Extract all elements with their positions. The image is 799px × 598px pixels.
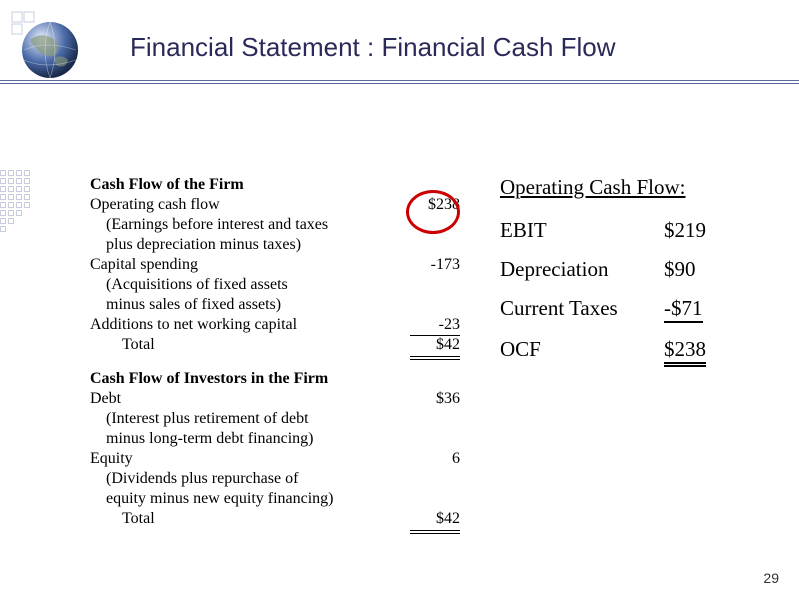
slide-title: Financial Statement : Financial Cash Flo… bbox=[130, 32, 616, 63]
current-taxes-value: -$71 bbox=[664, 296, 703, 323]
ocf-note-1: (Earnings before interest and taxes bbox=[90, 215, 390, 235]
ocf-value: $238 bbox=[400, 195, 460, 215]
ocf-note-2: plus depreciation minus taxes) bbox=[90, 235, 390, 255]
cash-flow-text-column: Cash Flow of the Firm Operating cash flo… bbox=[90, 175, 390, 529]
title-double-rule bbox=[0, 80, 799, 86]
ebit-value: $219 bbox=[664, 218, 706, 243]
nwc-value: -23 bbox=[410, 315, 460, 336]
section1-total-value: $42 bbox=[410, 335, 460, 355]
debt-label: Debt bbox=[90, 389, 390, 409]
capex-note-1: (Acquisitions of fixed assets bbox=[90, 275, 390, 295]
ocf-total-label: OCF bbox=[500, 337, 650, 364]
section2-total-value: $42 bbox=[410, 509, 460, 529]
ebit-label: EBIT bbox=[500, 218, 650, 243]
capex-value: -173 bbox=[400, 255, 460, 275]
equity-note-2: equity minus new equity financing) bbox=[90, 489, 390, 509]
section2-total-label: Total bbox=[90, 509, 390, 529]
debt-note-2: minus long-term debt financing) bbox=[90, 429, 390, 449]
current-taxes-label: Current Taxes bbox=[500, 296, 650, 323]
equity-note-1: (Dividends plus repurchase of bbox=[90, 469, 390, 489]
ocf-breakdown: Operating Cash Flow: EBIT $219 Depreciat… bbox=[500, 175, 780, 378]
section1-title: Cash Flow of the Firm bbox=[90, 175, 390, 195]
ocf-total-value: $238 bbox=[664, 337, 706, 364]
operating-cash-flow-label: Operating cash flow bbox=[90, 195, 390, 215]
cash-flow-values-column: $238 -173 -23 $42 $36 6 $42 bbox=[400, 175, 460, 529]
equity-value: 6 bbox=[452, 450, 460, 467]
debt-value: $36 bbox=[400, 389, 460, 409]
depreciation-value: $90 bbox=[664, 257, 696, 282]
nwc-additions-label: Additions to net working capital bbox=[90, 315, 390, 335]
decorative-squares bbox=[0, 170, 40, 234]
debt-note-1: (Interest plus retirement of debt bbox=[90, 409, 390, 429]
depreciation-label: Depreciation bbox=[500, 257, 650, 282]
section2-title: Cash Flow of Investors in the Firm bbox=[90, 369, 390, 389]
capital-spending-label: Capital spending bbox=[90, 255, 390, 275]
ocf-heading: Operating Cash Flow: bbox=[500, 175, 780, 200]
equity-label: Equity bbox=[90, 449, 390, 469]
capex-note-2: minus sales of fixed assets) bbox=[90, 295, 390, 315]
page-number: 29 bbox=[763, 570, 779, 586]
globe-icon bbox=[10, 10, 82, 82]
section1-total-label: Total bbox=[90, 335, 390, 355]
